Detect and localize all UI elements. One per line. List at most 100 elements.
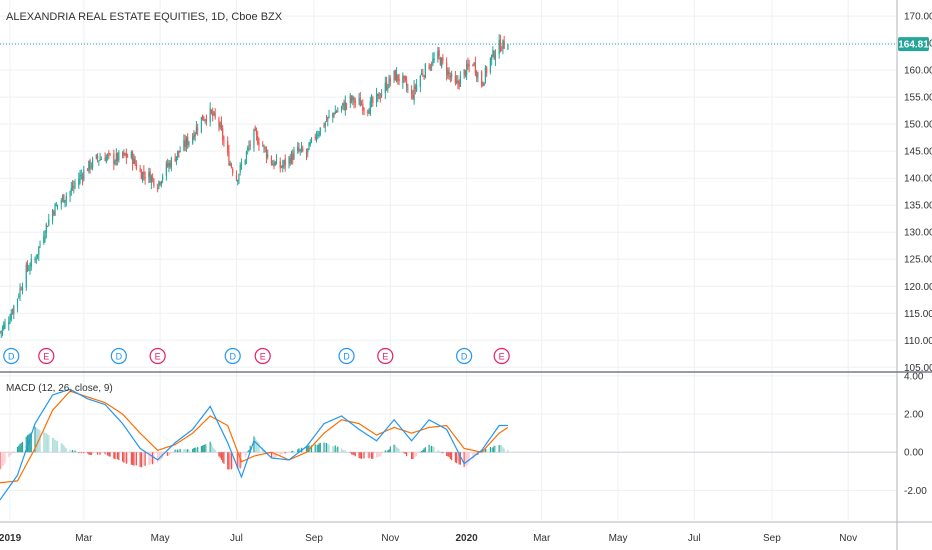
macd-histogram-bar (367, 452, 369, 458)
macd-histogram-bar (414, 452, 416, 457)
price-tick-label: 120.00 (904, 282, 932, 293)
macd-histogram-bar (388, 449, 390, 453)
candle-down (372, 97, 374, 103)
candle-up (299, 149, 301, 151)
candle-down (228, 151, 230, 166)
macd-histogram-bar (90, 452, 92, 456)
macd-histogram-bar (494, 445, 497, 453)
candle-down (270, 156, 273, 165)
macd-histogram-bar (203, 444, 205, 453)
candle-down (385, 81, 388, 90)
macd-histogram-bar (142, 452, 144, 468)
candle-down (227, 140, 229, 153)
candle-down (335, 111, 338, 113)
candle-up (78, 178, 80, 186)
candle-down (428, 65, 430, 70)
candle-down (438, 50, 440, 57)
candle-down (446, 62, 448, 75)
macd-histogram-bar (91, 452, 94, 455)
candle-down (159, 182, 161, 184)
candle-down (350, 96, 353, 101)
candle-down (298, 148, 300, 151)
macd-histogram-bar (507, 449, 509, 453)
event-circle (377, 347, 394, 365)
event-letter: D (229, 352, 236, 362)
time-tick-label: May (151, 533, 170, 544)
macd-histogram-bar (170, 452, 172, 453)
macd-histogram-bar (473, 452, 475, 458)
macd-histogram-bar (398, 448, 400, 453)
candle-up (352, 96, 354, 101)
candle-down (472, 65, 474, 67)
candle-up (290, 152, 293, 164)
macd-histogram-bar (387, 450, 389, 453)
macd-histogram-bar (439, 451, 441, 453)
macd-histogram-bar (36, 428, 39, 453)
candle-up (340, 106, 343, 109)
candle-up (245, 151, 248, 159)
macd-histogram-bar (56, 440, 59, 453)
candle-up (283, 160, 285, 165)
macd-histogram-bar (21, 441, 24, 453)
candle-up (463, 69, 465, 75)
macd-histogram-bar (26, 435, 29, 453)
candle-up (48, 219, 50, 226)
macd-histogram-bar (240, 452, 243, 468)
candle-down (230, 164, 233, 168)
macd-histogram-bar (25, 436, 27, 453)
candle-down (398, 78, 400, 82)
candle-down (63, 194, 65, 203)
macd-histogram-bar (148, 452, 150, 465)
candle-down (46, 226, 49, 228)
macd-histogram-bar (222, 452, 224, 463)
candle-up (483, 82, 485, 86)
price-tick-label: 150.00 (904, 120, 932, 131)
candle-down (113, 153, 115, 164)
candle-up (437, 51, 439, 60)
candle-up (307, 148, 309, 153)
candle-down (174, 158, 176, 162)
macd-histogram-bar (10, 452, 12, 455)
earnings-marker: E (254, 347, 271, 365)
price-tick-label: 115.00 (904, 309, 932, 320)
macd-histogram-bar (377, 452, 379, 458)
candle-up (274, 162, 276, 166)
price-tick-label: 170.00 (904, 12, 932, 23)
candle-up (424, 63, 426, 78)
price-tick-label: 155.00 (904, 93, 932, 104)
macd-histogram-bar (314, 444, 316, 453)
candle-up (65, 195, 67, 201)
candle-up (494, 55, 497, 60)
macd-histogram-bar (289, 452, 291, 453)
candle-up (1, 327, 4, 332)
macd-histogram-bar (188, 449, 190, 453)
macd-histogram-bar (498, 444, 500, 453)
candle-up (61, 196, 64, 200)
macd-histogram-bar (89, 452, 91, 455)
candle-up (192, 136, 194, 144)
candle-up (118, 152, 120, 161)
macd-histogram-bar (431, 445, 433, 453)
candle-up (275, 159, 278, 165)
event-circle (149, 347, 166, 365)
candle-up (491, 54, 493, 60)
macd-histogram-bar (359, 452, 361, 459)
macd-histogram-bar (446, 452, 448, 457)
macd-histogram-bar (143, 452, 145, 466)
candle-up (368, 112, 370, 114)
candle-up (8, 322, 10, 325)
macd-histogram-bar (315, 445, 318, 453)
macd-histogram-bar (127, 452, 129, 464)
candle-down (279, 161, 281, 169)
macd-histogram-bar (48, 435, 50, 453)
candle-down (362, 104, 364, 111)
macd-histogram-bar (232, 452, 234, 469)
macd-histogram-bar (318, 443, 320, 453)
candle-up (39, 244, 41, 246)
macd-histogram-bar (133, 452, 135, 466)
candle-up (248, 146, 250, 148)
candle-down (280, 166, 283, 168)
macd-histogram-bar (197, 447, 199, 453)
macd-histogram-bar (317, 444, 319, 453)
